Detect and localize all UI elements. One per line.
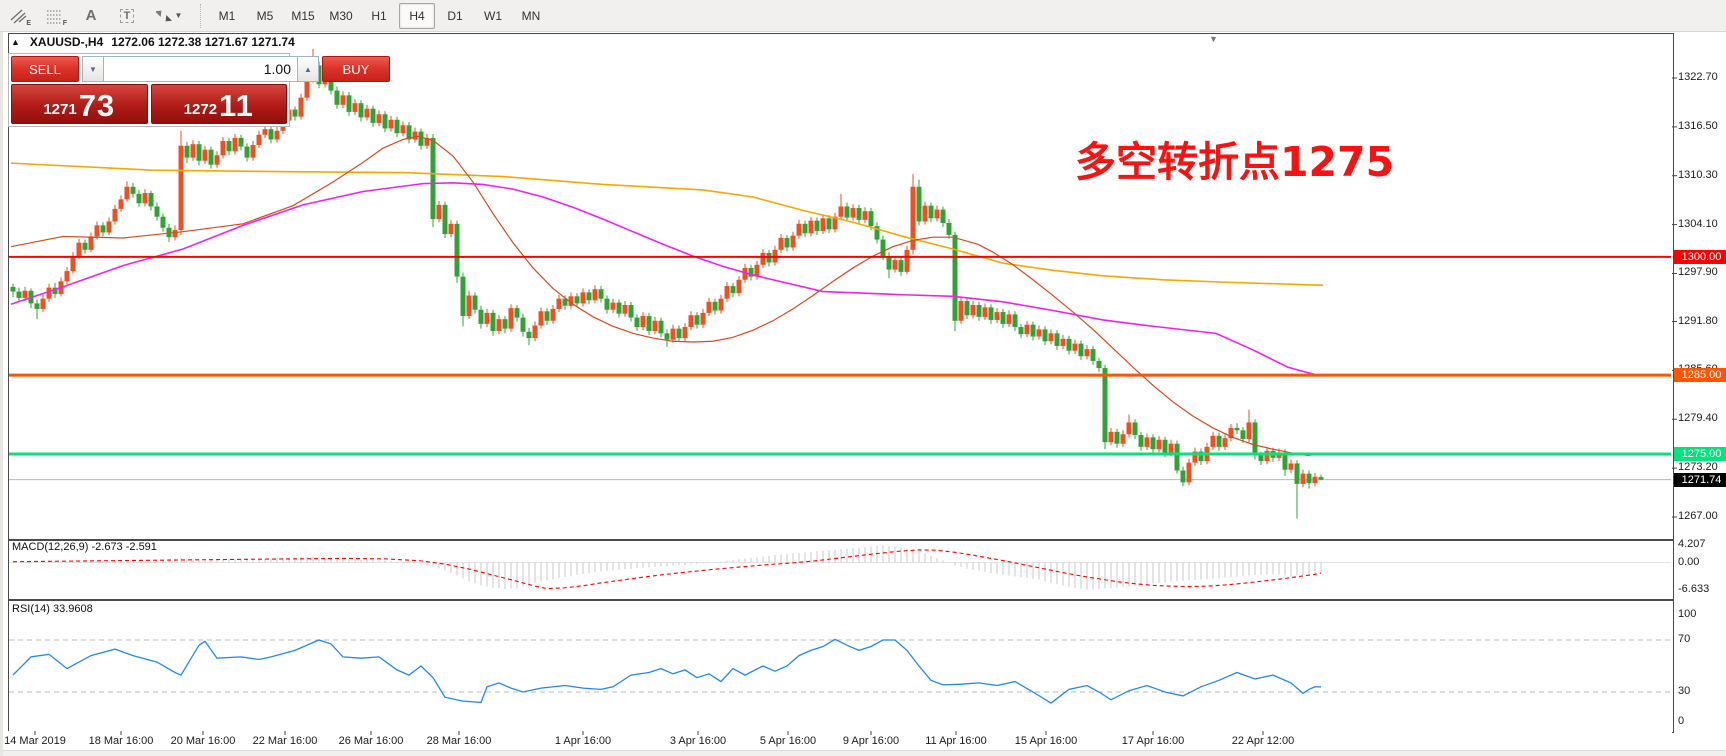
one-click-trading-panel: SELL ▼ ▲ BUY 1271 73 1272 11 <box>8 53 390 127</box>
price-tick-label: 1310.30 <box>1678 168 1718 181</box>
price-tick-label: 1267.00 <box>1678 509 1718 522</box>
rsi-scale-label: 70 <box>1678 633 1691 645</box>
rsi-scale-label: 30 <box>1678 685 1691 697</box>
date-label: 14 Mar 2019 <box>4 735 66 747</box>
date-label: 1 Apr 16:00 <box>554 735 612 747</box>
timeframe-m5[interactable]: M5 <box>256 8 274 23</box>
date-axis[interactable] <box>8 731 1672 750</box>
text-tool-icon[interactable]: A <box>85 7 97 24</box>
macd-scale-label: 4.207 <box>1678 538 1706 551</box>
sell-button[interactable]: SELL <box>11 56 79 82</box>
price-level-badge: 1285.00 <box>1674 368 1726 383</box>
macd-scale-label: -6.633 <box>1678 582 1710 595</box>
chart-title: ▲ XAUUSD-,H4 1272.06 1272.38 1271.67 127… <box>11 35 295 49</box>
macd-values: -2.673 -2.591 <box>91 541 157 553</box>
ohlc-readout: 1272.06 1272.38 1271.67 1271.74 <box>111 35 295 49</box>
date-label: 18 Mar 16:00 <box>88 735 154 747</box>
date-label: 9 Apr 16:00 <box>842 735 900 747</box>
timeframe-h1[interactable]: H1 <box>371 8 387 23</box>
date-label: 26 Mar 16:00 <box>338 735 404 747</box>
timeframe-buttons: M1 M5 M15 M30 H1 H4 D1 W1 MN <box>208 2 550 29</box>
date-label: 17 Apr 16:00 <box>1121 735 1185 747</box>
price-tick-label: 1279.40 <box>1678 412 1718 425</box>
macd-panel[interactable] <box>8 540 1674 600</box>
sell-price-display[interactable]: 1271 73 <box>11 84 148 124</box>
timeframe-m30[interactable]: M30 <box>329 8 353 23</box>
rsi-scale-label: 100 <box>1678 608 1697 620</box>
buy-button[interactable]: BUY <box>322 56 390 82</box>
rsi-label: RSI(14) 33.9608 <box>12 603 93 615</box>
date-label: 11 Apr 16:00 <box>925 735 987 747</box>
toolbar-separator <box>200 3 202 28</box>
volume-input[interactable] <box>104 56 297 82</box>
chart-window[interactable]: ▲ XAUUSD-,H4 1272.06 1272.38 1271.67 127… <box>0 32 1726 756</box>
volume-decrease-button[interactable]: ▼ <box>82 56 104 82</box>
price-tick-label: 1297.90 <box>1678 266 1718 279</box>
price-tick-label: 1322.70 <box>1678 71 1718 83</box>
timeframe-m1[interactable]: M1 <box>218 8 236 23</box>
date-label: 22 Mar 16:00 <box>252 735 318 747</box>
fibonacci-retracement-icon[interactable]: F <box>47 9 67 27</box>
dropdown-caret-icon: ▼ <box>174 11 183 20</box>
price-tick-label: 1291.80 <box>1678 314 1718 327</box>
date-label: 28 Mar 16:00 <box>426 735 492 747</box>
date-label: 3 Apr 16:00 <box>669 735 727 747</box>
timeframe-w1[interactable]: W1 <box>484 8 502 23</box>
price-tick-label: 1304.10 <box>1678 217 1718 230</box>
buy-price-display[interactable]: 1272 11 <box>150 84 287 124</box>
date-label: 22 Apr 12:00 <box>1231 735 1295 747</box>
timeframe-m15[interactable]: M15 <box>291 8 315 23</box>
timeframe-mn[interactable]: MN <box>521 8 541 23</box>
rsi-scale-label: 0 <box>1678 715 1685 727</box>
date-label: 20 Mar 16:00 <box>170 735 236 747</box>
symbol-period-label: XAUUSD-,H4 <box>29 35 104 49</box>
date-label: 5 Apr 16:00 <box>759 735 817 747</box>
toolbar: E F A T ▼ M1 M5 M15 M30 H1 H4 D1 W1 MN <box>0 0 1726 32</box>
price-tick-label: 1316.50 <box>1678 119 1718 132</box>
volume-increase-button[interactable]: ▲ <box>297 56 319 82</box>
macd-label: MACD(12,26,9) -2.673 -2.591 <box>12 541 157 553</box>
buy-price-big: 11 <box>219 88 254 123</box>
text-label-tool-icon[interactable]: T <box>110 3 144 29</box>
price-tick-label: 1273.20 <box>1678 461 1718 474</box>
current-price-badge: 1271.74 <box>1674 472 1726 487</box>
chart-annotation-text: 多空转折点1275 <box>1075 138 1395 186</box>
horizontal-scrollbar[interactable] <box>3 750 1726 756</box>
timeframe-d1[interactable]: D1 <box>447 8 463 23</box>
sell-price-small: 1271 <box>43 101 77 118</box>
equidistant-channel-icon[interactable]: E <box>2 3 36 29</box>
one-click-collapse-icon[interactable]: ▲ <box>11 37 20 47</box>
date-label: 15 Apr 16:00 <box>1014 735 1078 747</box>
price-level-badge: 1300.00 <box>1674 249 1726 264</box>
rsi-panel[interactable] <box>8 600 1674 733</box>
sell-price-big: 73 <box>78 88 116 123</box>
arrows-tool-icon[interactable]: ▼ <box>146 3 192 29</box>
timeframe-h4[interactable]: H4 <box>399 2 435 29</box>
chart-shift-marker-icon[interactable]: ▼ <box>1209 34 1218 44</box>
macd-scale-label: 0.00 <box>1678 555 1700 568</box>
rsi-value: 33.9608 <box>52 603 93 615</box>
price-level-badge: 1275.00 <box>1674 446 1726 461</box>
buy-price-small: 1272 <box>183 101 218 118</box>
